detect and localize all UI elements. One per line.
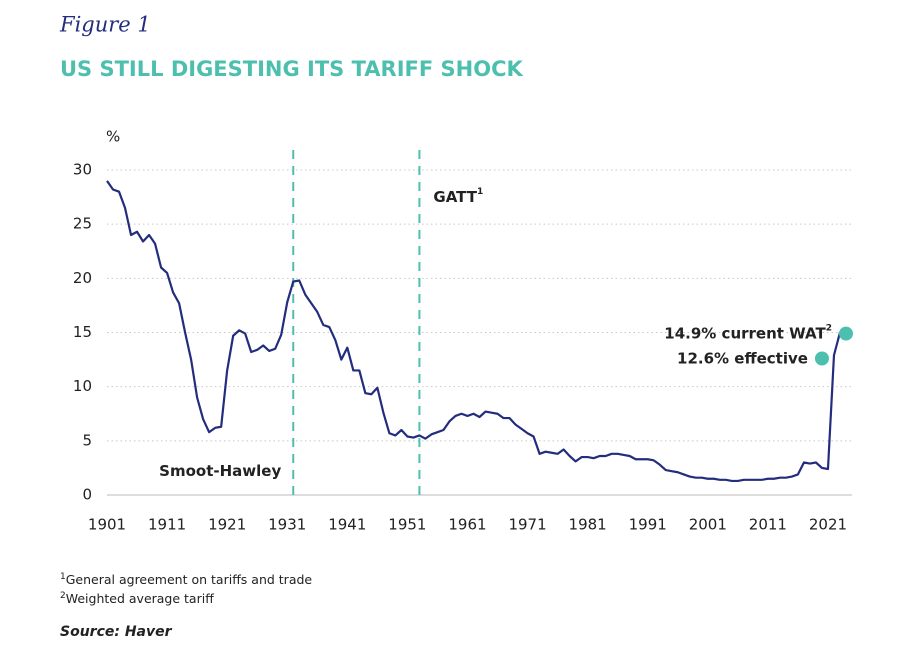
y-tick-label: 30 bbox=[73, 161, 92, 179]
figure-label: Figure 1 bbox=[59, 13, 151, 37]
x-tick-label: 1981 bbox=[569, 516, 607, 534]
x-tick-label: 1901 bbox=[88, 516, 126, 534]
y-tick-label: 25 bbox=[73, 215, 92, 233]
point-label: 14.9% current WAT2 bbox=[664, 323, 832, 342]
event-label-sup: 1 bbox=[477, 187, 483, 197]
source: Source: Haver bbox=[60, 624, 173, 640]
point-label-sup: 2 bbox=[826, 323, 832, 333]
x-tick-label: 1921 bbox=[208, 516, 246, 534]
y-tick-label: 20 bbox=[73, 269, 92, 287]
y-unit: % bbox=[106, 128, 120, 146]
x-tick-label: 1951 bbox=[388, 516, 426, 534]
y-tick-label: 5 bbox=[82, 431, 92, 449]
point bbox=[814, 351, 829, 366]
x-tick-label: 1961 bbox=[448, 516, 486, 534]
point-label-text: 14.9% current WAT bbox=[664, 324, 826, 342]
y-tick-label: 10 bbox=[73, 377, 92, 395]
x-tick-label: 1971 bbox=[508, 516, 546, 534]
x-tick-label: 1931 bbox=[268, 516, 306, 534]
event-label-text: Smoot-Hawley bbox=[159, 462, 281, 480]
y-tick-label: 0 bbox=[82, 486, 92, 504]
event-label: GATT1 bbox=[433, 187, 483, 206]
x-tick-label: 2001 bbox=[689, 516, 727, 534]
footnote: 1General agreement on tariffs and trade bbox=[60, 572, 312, 587]
y-tick-label: 15 bbox=[73, 323, 92, 341]
x-tick-label: 1941 bbox=[328, 516, 366, 534]
footnote-mark: 2 bbox=[60, 591, 66, 601]
footnote-text: General agreement on tariffs and trade bbox=[66, 572, 313, 587]
event-label: Smoot-Hawley bbox=[159, 462, 281, 480]
series-line bbox=[106, 180, 842, 483]
footnote: 2Weighted average tariff bbox=[60, 591, 214, 606]
point-label-text: 12.6% effective bbox=[677, 349, 808, 367]
x-tick-label: 1991 bbox=[629, 516, 667, 534]
point bbox=[838, 326, 853, 341]
chart-title: US STILL DIGESTING ITS TARIFF SHOCK bbox=[60, 57, 524, 81]
x-tick-label: 2021 bbox=[809, 516, 847, 534]
point-label: 12.6% effective bbox=[677, 349, 808, 367]
event-label-text: GATT bbox=[433, 188, 477, 206]
x-tick-label: 1911 bbox=[148, 516, 186, 534]
x-tick-label: 2011 bbox=[749, 516, 787, 534]
footnote-mark: 1 bbox=[60, 572, 66, 582]
footnote-text: Weighted average tariff bbox=[66, 591, 214, 606]
